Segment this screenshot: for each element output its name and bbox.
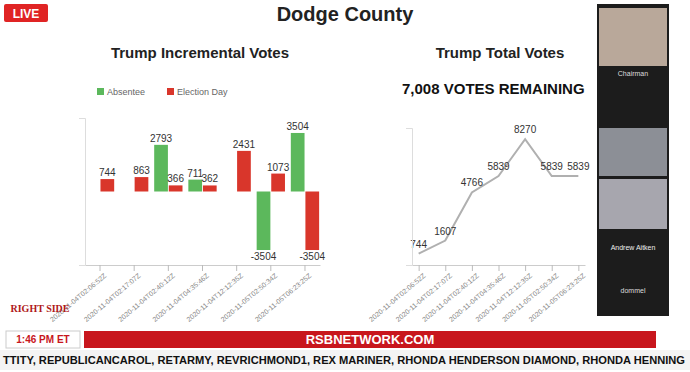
x-tick: 2020-11-04T02:40:12Z [117, 265, 177, 323]
ticker-bg [0, 350, 690, 370]
y-axis [79, 119, 86, 266]
bar [154, 145, 168, 192]
network-bar [84, 331, 656, 348]
logo: RIGHT SIDE [10, 303, 69, 314]
x-tick: 2020-11-04T02:06:52Z [49, 265, 109, 323]
x-tick-label: 2020-11-05T06:23:25Z [254, 271, 314, 323]
y-axis-line [406, 129, 413, 266]
x-tick-mark [578, 265, 579, 271]
x-tick-label: 2020-11-04T12:12:35Z [185, 271, 245, 323]
data-labels: 744160747665839827058395839 [410, 124, 590, 250]
data-label: 8270 [514, 124, 537, 135]
x-tick: 2020-11-05T02:50:34Z [219, 265, 279, 323]
legend-label: Election Day [177, 87, 228, 97]
x-tick-mark [525, 265, 526, 271]
video-panel: Chairman Andrew Aitken dommel [597, 4, 669, 316]
x-tick-mark [304, 265, 305, 271]
participant-name: Chairman [618, 70, 648, 77]
bar [169, 185, 183, 191]
x-tick-mark [236, 265, 237, 271]
time: 1:46 PM ET [16, 334, 69, 345]
participant-name: Andrew Aitken [611, 244, 656, 251]
y-axis [406, 129, 413, 266]
data-label: 863 [133, 165, 150, 176]
data-label: -3504 [251, 251, 277, 262]
data-label: 2793 [150, 133, 173, 144]
data-label: 4766 [461, 177, 484, 188]
x-tick-mark [445, 265, 446, 271]
x-tick-label: 2020-11-05T06:23:25Z [527, 271, 587, 323]
ticker: TTITY, REPUBLICANCAROL, RETARMY, REVRICH… [3, 355, 685, 366]
lines [419, 139, 579, 254]
x-tick-label: 2020-11-04T02:06:52Z [49, 271, 109, 323]
x-tick-label: 2020-11-04T02:40:12Z [117, 271, 177, 323]
bar [271, 174, 285, 192]
legend-swatch [97, 88, 104, 95]
x-tick-label: 2020-11-04T04:35:46Z [151, 271, 211, 323]
annotation: 7,008 VOTES REMAINING [402, 80, 585, 97]
x-tick: 2020-11-04T02:17:07Z [83, 265, 143, 323]
video-tile [599, 128, 667, 176]
x-tick-mark [552, 265, 553, 271]
time-box [6, 331, 80, 348]
panel-bg [597, 4, 669, 316]
x-axis: 2020-11-04T02:06:52Z2020-11-04T02:17:07Z… [49, 265, 321, 323]
bar [188, 180, 202, 192]
x-tick-mark [472, 265, 473, 271]
data-label: 5839 [541, 161, 564, 172]
live-badge-bg [4, 4, 48, 22]
network: RSBNETWORK.COM [306, 332, 435, 347]
video-tile [599, 8, 667, 66]
live-badge: LIVE [13, 7, 40, 21]
legend-swatch [167, 88, 174, 95]
x-tick-mark [270, 265, 271, 271]
bar [257, 192, 271, 251]
data-label: 3504 [287, 121, 310, 132]
data-labels: 2793711-3504350474486336636224311073-350… [99, 121, 326, 262]
x-tick: 2020-11-05T06:23:25Z [527, 265, 587, 323]
bar [203, 185, 217, 191]
data-label: -3504 [299, 251, 325, 262]
page-title: Dodge County [277, 3, 415, 25]
data-label: 362 [201, 173, 218, 184]
x-tick-label: 2020-11-04T02:17:07Z [83, 271, 143, 323]
bar [305, 192, 319, 251]
background [0, 0, 690, 372]
line [419, 139, 579, 254]
page: Dodge County LIVE Trump Incremental Votes A… [0, 0, 690, 372]
data-label: 1073 [267, 162, 290, 173]
legend-label: Absentee [107, 87, 145, 97]
chart-title: Trump Incremental Votes [111, 44, 289, 61]
x-axis: 2020-11-04T02:06:52Z2020-11-04T02:17:07Z… [368, 265, 587, 323]
bar [237, 151, 251, 192]
bar [291, 133, 305, 192]
x-tick-mark [419, 265, 420, 271]
x-tick: 2020-11-04T12:12:35Z [185, 265, 245, 323]
data-label: 1607 [434, 226, 457, 237]
x-tick-mark [499, 265, 500, 271]
x-tick-mark [168, 265, 169, 271]
legend: Absentee Election Day [97, 87, 228, 97]
y-axis-line [79, 119, 86, 266]
bar [100, 179, 114, 191]
bar [135, 177, 149, 191]
x-tick-mark [202, 265, 203, 271]
data-label: 5839 [487, 161, 510, 172]
x-tick: 2020-11-05T06:23:25Z [254, 265, 314, 323]
x-tick-label: 2020-11-05T02:50:34Z [219, 271, 279, 323]
x-tick-mark [100, 265, 101, 271]
data-label: 744 [99, 167, 116, 178]
chart-title: Trump Total Votes [436, 44, 565, 61]
x-tick-mark [134, 265, 135, 271]
data-label: 5839 [567, 161, 590, 172]
participant-name: dommel [621, 287, 646, 294]
bars [100, 133, 319, 250]
data-label: 2431 [233, 139, 256, 150]
x-tick: 2020-11-04T04:35:46Z [151, 265, 211, 323]
video-tile [599, 179, 667, 229]
data-label: 366 [167, 173, 184, 184]
